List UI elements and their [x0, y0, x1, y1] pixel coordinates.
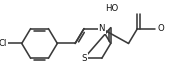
Text: N: N — [99, 24, 105, 33]
Text: Cl: Cl — [0, 39, 7, 48]
Text: HO: HO — [105, 4, 119, 13]
Text: S: S — [81, 54, 87, 63]
Text: O: O — [157, 24, 164, 33]
